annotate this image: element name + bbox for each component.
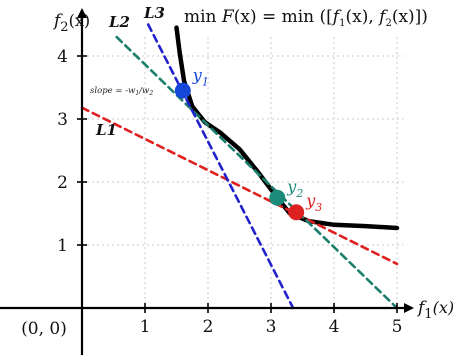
label-l1: L1 xyxy=(95,121,117,139)
y-tick-label-4: 4 xyxy=(57,47,68,67)
slope-annotation: slope = -w1/w2 xyxy=(90,86,153,97)
chart-title: min F(x) = min ([f1(x), f2(x)]) xyxy=(184,7,428,29)
point-y2 xyxy=(269,189,286,206)
point-y1 xyxy=(174,82,191,99)
point-label-y3: y3 xyxy=(305,191,322,214)
point-label-y1: y1 xyxy=(192,66,209,89)
series-l2 xyxy=(115,35,399,310)
series-pareto-front xyxy=(174,25,400,231)
x-tick-label-3: 3 xyxy=(266,317,277,337)
y-axis-label: f2(x) xyxy=(52,11,90,35)
y-tick-label-3: 3 xyxy=(57,110,68,130)
series-l1 xyxy=(80,106,399,266)
series-l3 xyxy=(146,23,295,310)
y-tick-label-1: 1 xyxy=(57,236,68,256)
x-tick-label-4: 4 xyxy=(329,317,340,337)
y-tick-label-2: 2 xyxy=(57,173,68,193)
label-l3: L3 xyxy=(143,4,165,22)
x-tick-label-5: 5 xyxy=(392,317,403,337)
point-y3 xyxy=(288,204,305,221)
origin-label: (0, 0) xyxy=(21,319,67,339)
point-label-y2: y2 xyxy=(286,177,303,200)
x-axis-label: f1(x) xyxy=(416,298,454,322)
x-tick-label-1: 1 xyxy=(140,317,151,337)
x-tick-label-2: 2 xyxy=(203,317,214,337)
label-l2: L2 xyxy=(108,13,130,31)
